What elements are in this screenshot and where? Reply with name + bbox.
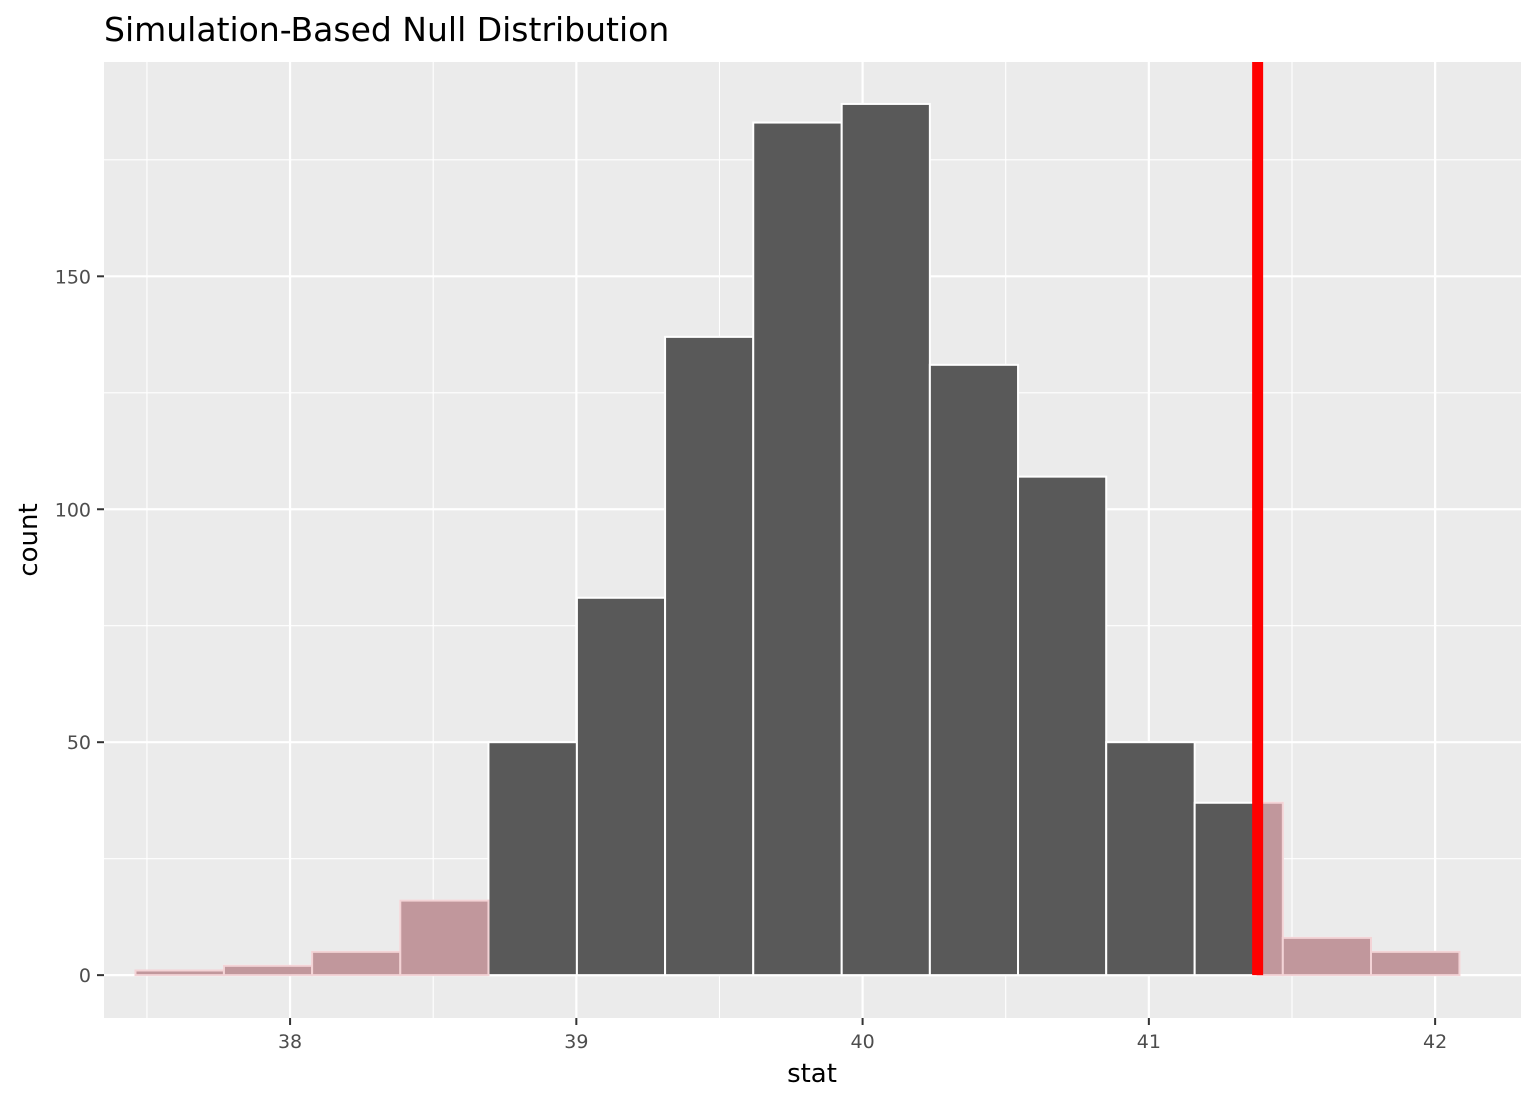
histogram-bar	[487, 741, 578, 977]
x-tick-label: 40	[851, 1031, 875, 1053]
histogram-bar	[752, 121, 843, 977]
x-tick-label: 42	[1423, 1031, 1447, 1053]
histogram-bar	[1105, 741, 1196, 977]
shaded-tail-bar	[1281, 936, 1372, 977]
y-axis: 0 50 100 150	[55, 266, 104, 987]
x-axis-title: stat	[787, 1059, 837, 1089]
histogram-bar	[664, 335, 755, 977]
chart-title: Simulation-Based Null Distribution	[104, 10, 669, 49]
x-tick-label: 41	[1137, 1031, 1161, 1053]
x-tick-label: 38	[278, 1031, 302, 1053]
shaded-tail-bar	[134, 969, 225, 977]
shaded-tail-bar	[1369, 950, 1461, 977]
histogram-bar	[928, 363, 1020, 977]
y-tick-label: 50	[67, 732, 91, 754]
shaded-tail-bar	[222, 964, 314, 977]
y-axis-title: count	[14, 503, 44, 576]
shaded-tail-bar	[311, 950, 402, 977]
y-tick-label: 0	[79, 965, 91, 987]
y-tick-label: 100	[55, 499, 91, 521]
x-tick-label: 39	[564, 1031, 588, 1053]
histogram-bar	[1017, 475, 1108, 977]
shaded-tail-bar	[399, 899, 490, 977]
y-tick-label: 150	[55, 266, 91, 288]
histogram-bar	[575, 596, 667, 977]
x-axis: 38 39 40 41 42	[278, 1018, 1447, 1053]
histogram-bar	[840, 102, 931, 977]
